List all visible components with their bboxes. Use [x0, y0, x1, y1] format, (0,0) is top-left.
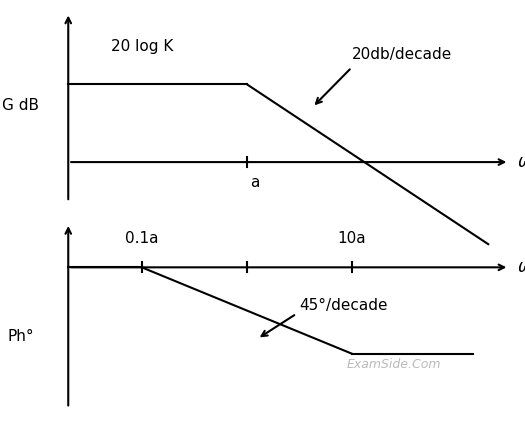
Text: $\omega$: $\omega$ [517, 258, 525, 276]
Text: 0.1a: 0.1a [125, 231, 159, 246]
Text: G dB: G dB [3, 98, 39, 113]
Text: ExamSide.Com: ExamSide.Com [346, 358, 441, 370]
Text: Ph°: Ph° [8, 329, 34, 344]
Text: 45°/decade: 45°/decade [299, 298, 388, 313]
Text: $\omega$: $\omega$ [517, 153, 525, 171]
Text: 20db/decade: 20db/decade [352, 47, 452, 62]
Text: 10a: 10a [338, 231, 366, 246]
Text: a: a [250, 175, 259, 190]
Text: 20 log K: 20 log K [111, 39, 173, 54]
